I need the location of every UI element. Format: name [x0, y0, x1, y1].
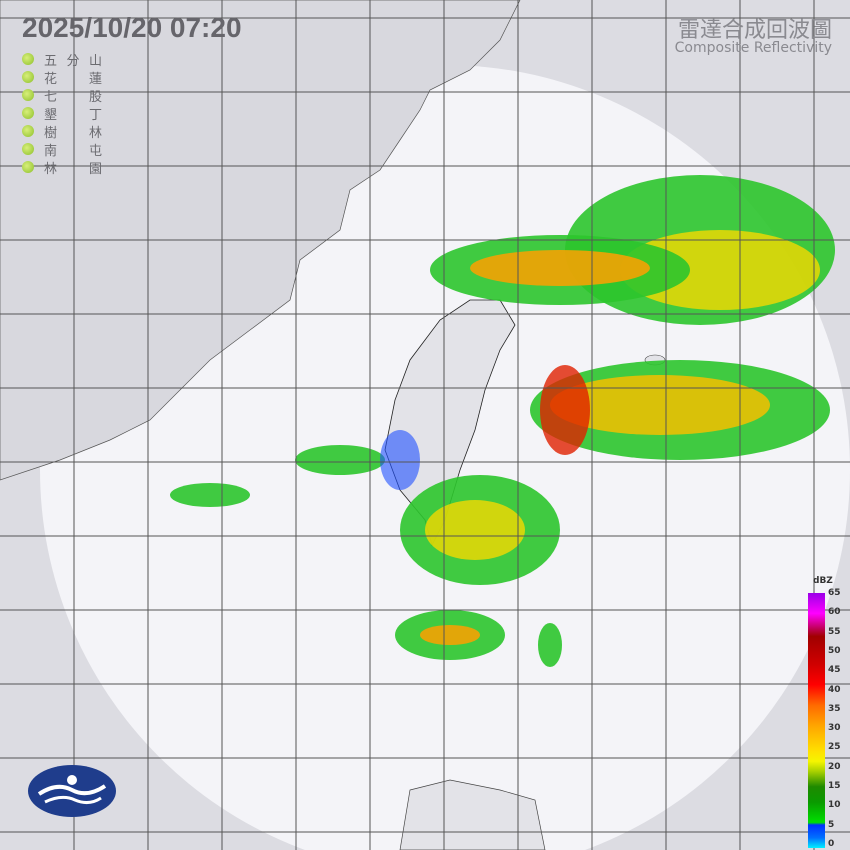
title-english: Composite Reflectivity: [674, 40, 832, 56]
station-char: 分: [66, 53, 80, 69]
station-char: 林: [44, 161, 58, 177]
radar-echoes: [170, 175, 835, 667]
station-item: 樹林: [22, 122, 102, 141]
station-char: 屯: [88, 143, 102, 159]
cwa-logo: [28, 765, 116, 817]
station-dot-icon: [22, 89, 34, 101]
station-item: 五分山: [22, 50, 102, 69]
legend-tick: 10: [828, 800, 841, 811]
legend-tick: 5: [828, 819, 835, 830]
echo: [380, 430, 420, 490]
legend-color-bar: [808, 593, 825, 848]
legend-tick: 40: [828, 684, 841, 695]
station-char: 山: [88, 53, 102, 69]
legend-tick: 55: [828, 626, 841, 637]
echo: [295, 445, 385, 475]
title-chinese: 雷達合成回波圖: [677, 18, 832, 43]
legend-tick: 65: [828, 588, 841, 598]
legend-tick: 0: [828, 838, 835, 849]
echo: [470, 250, 650, 286]
station-char: 五: [44, 53, 58, 69]
station-char: 園: [88, 161, 102, 177]
station-char: 南: [44, 143, 58, 159]
echo: [620, 230, 820, 310]
echo: [540, 365, 590, 455]
station-dot-icon: [22, 71, 34, 83]
legend-tick: 35: [828, 703, 841, 714]
echo: [420, 625, 480, 645]
echo: [550, 375, 770, 435]
station-dot-icon: [22, 143, 34, 155]
station-char: 丁: [88, 107, 102, 123]
legend-tick: 50: [828, 645, 841, 656]
echo: [425, 500, 525, 560]
echo: [170, 483, 250, 507]
radar-station-list: 五分山 花蓮 七股 墾丁 樹林 南屯 林園: [22, 50, 102, 177]
station-char: 蓮: [88, 71, 102, 87]
legend-unit: dBZ: [813, 576, 833, 586]
echo: [538, 623, 562, 667]
station-char: 樹: [44, 125, 58, 141]
station-char: 林: [88, 125, 102, 141]
station-dot-icon: [22, 161, 34, 173]
legend-tick: 25: [828, 742, 841, 753]
legend-tick: 60: [828, 607, 841, 618]
legend-tick: 20: [828, 761, 841, 772]
station-dot-icon: [22, 107, 34, 119]
station-item: 墾丁: [22, 104, 102, 123]
station-char: 墾: [44, 107, 58, 123]
station-item: 林園: [22, 158, 102, 177]
station-char: 股: [88, 89, 102, 105]
station-dot-icon: [22, 53, 34, 65]
station-item: 七股: [22, 86, 102, 105]
station-dot-icon: [22, 125, 34, 137]
station-char: 七: [44, 89, 58, 105]
timestamp: 2025/10/20 07:20: [22, 12, 242, 43]
legend-tick: 15: [828, 781, 841, 791]
station-item: 花蓮: [22, 68, 102, 87]
station-item: 南屯: [22, 140, 102, 159]
legend-tick: 30: [828, 723, 841, 734]
legend-tick: 45: [828, 665, 841, 676]
station-char: 花: [44, 71, 58, 87]
